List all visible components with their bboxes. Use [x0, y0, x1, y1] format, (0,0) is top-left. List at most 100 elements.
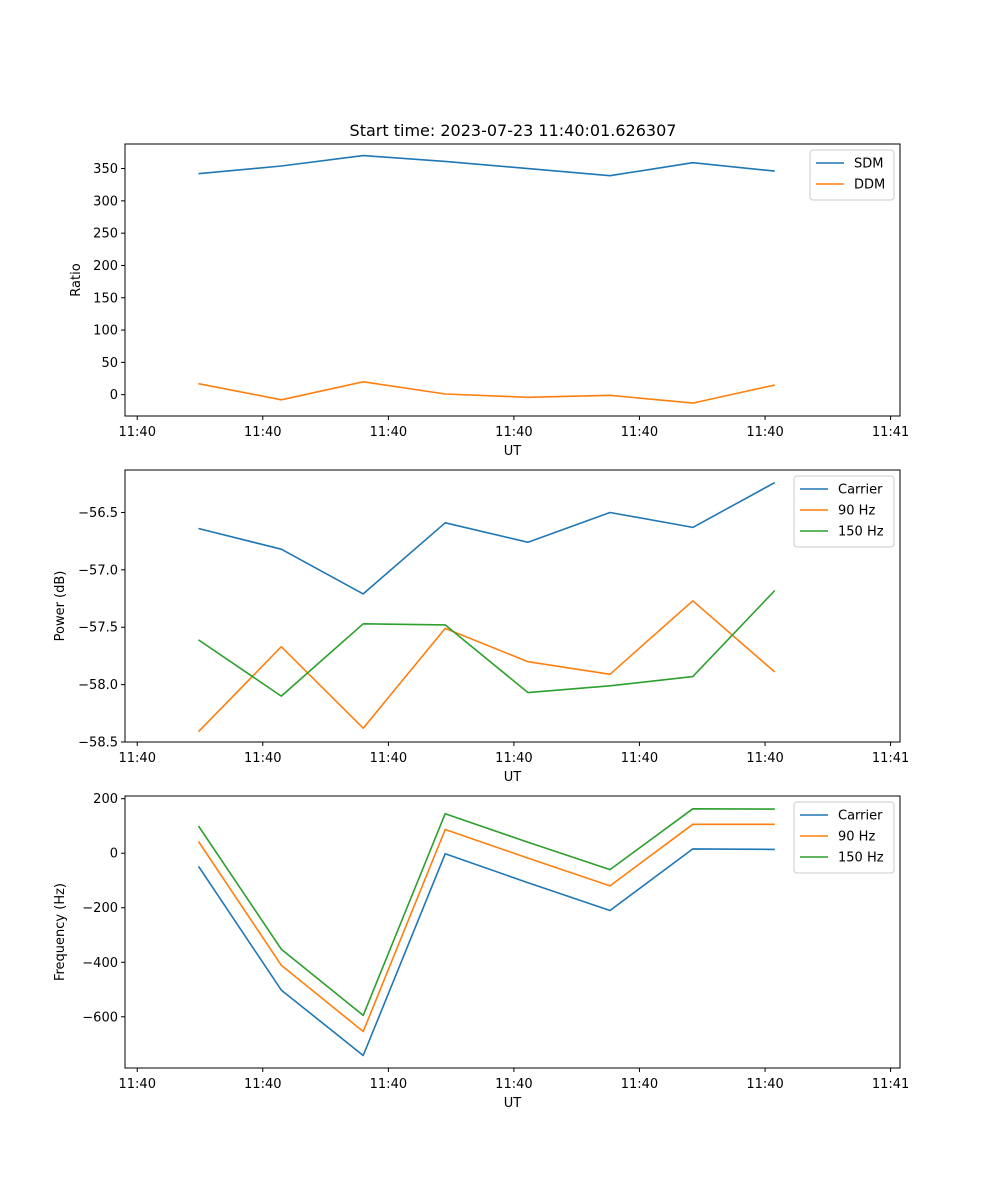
data-point-ddm: [609, 394, 611, 396]
y-tick-label: −600: [82, 1010, 118, 1025]
data-point-150-hz: [692, 808, 694, 810]
data-point-90-hz: [527, 857, 529, 859]
data-point-90-hz: [444, 627, 446, 629]
data-point-90-hz: [609, 673, 611, 675]
data-point-ddm: [197, 383, 199, 385]
y-tick-label: 0: [110, 388, 118, 403]
legend: SDM DDM: [809, 149, 895, 201]
plot-ratio: 11:40 11:40 11:40 11:40 11:40 11:40 11:41 0 50 10…: [69, 143, 909, 459]
series-line-ddm: [198, 380, 775, 404]
data-point-carrier: [692, 526, 694, 528]
legend-label: SDM: [854, 157, 883, 172]
data-point-150-hz: [527, 841, 529, 843]
series-line-sdm: [198, 154, 775, 177]
data-point-carrier: [774, 848, 776, 850]
legend: Carrier 90 Hz 150 Hz: [793, 801, 895, 874]
y-tick-label: −57.0: [78, 563, 118, 578]
x-tick-label: 11:41: [872, 1077, 909, 1092]
data-point-sdm: [444, 160, 446, 162]
x-tick-label: 11:40: [746, 425, 783, 440]
data-point-150-hz: [692, 676, 694, 678]
x-tick-label: 11:40: [495, 425, 532, 440]
y-tick-label: 100: [93, 324, 118, 339]
data-point-90-hz: [609, 885, 611, 887]
data-point-90-hz: [527, 661, 529, 663]
y-axis-label: Ratio: [69, 263, 84, 296]
data-point-sdm: [527, 168, 529, 170]
data-point-carrier: [197, 865, 199, 867]
data-point-carrier: [692, 848, 694, 850]
legend-label: 90 Hz: [838, 830, 875, 845]
data-point-ddm: [774, 384, 776, 386]
data-point-ddm: [692, 402, 694, 404]
series-line-carrier: [197, 848, 775, 1057]
data-point-150-hz: [362, 1014, 364, 1016]
data-point-carrier: [444, 853, 446, 855]
data-point-ddm: [527, 396, 529, 398]
y-tick-label: −58.0: [78, 678, 118, 693]
x-tick-label: 11:40: [621, 425, 658, 440]
data-point-90-hz: [692, 823, 694, 825]
legend-label: Carrier: [838, 809, 883, 824]
x-tick-label: 11:40: [119, 1077, 156, 1092]
x-tick-label: 11:40: [746, 1077, 783, 1092]
data-point-carrier: [362, 1054, 364, 1056]
legend-label: 90 Hz: [838, 504, 875, 519]
x-tick-label: 11:40: [370, 751, 407, 766]
legend-label: Carrier: [838, 483, 883, 498]
plot-power: 11:40 11:40 11:40 11:40 11:40 11:40 11:41 −58.5…: [53, 469, 909, 785]
data-point-90-hz: [280, 646, 282, 648]
data-point-90-hz: [692, 600, 694, 602]
x-axis-label: UT: [504, 444, 522, 459]
data-point-90-hz: [197, 731, 199, 733]
axes-frame: [124, 795, 901, 1069]
data-point-carrier: [527, 882, 529, 884]
data-point-carrier: [527, 541, 529, 543]
y-tick-label: 50: [101, 356, 118, 371]
x-axis-label: UT: [504, 1096, 522, 1111]
x-tick-label: 11:40: [244, 425, 281, 440]
series-line-150-hz: [197, 807, 775, 1017]
series-line-90-hz: [197, 599, 776, 733]
y-tick-label: −56.5: [78, 506, 118, 521]
y-tick-label: −400: [82, 956, 118, 971]
data-point-carrier: [774, 482, 776, 484]
axes-frame: [124, 143, 901, 417]
data-point-150-hz: [362, 623, 364, 625]
data-point-90-hz: [444, 829, 446, 831]
data-point-150-hz: [197, 825, 199, 827]
data-point-sdm: [197, 173, 199, 175]
series-line-carrier: [198, 481, 776, 595]
data-point-150-hz: [444, 624, 446, 626]
data-point-ddm: [444, 393, 446, 395]
legend-box: [793, 801, 895, 874]
x-tick-label: 11:40: [119, 751, 156, 766]
data-point-carrier: [280, 989, 282, 991]
data-point-90-hz: [280, 964, 282, 966]
x-tick-label: 11:41: [872, 425, 909, 440]
data-point-150-hz: [609, 685, 611, 687]
y-tick-label: 150: [93, 291, 118, 306]
y-tick-label: −57.5: [78, 621, 118, 636]
y-axis-label: Frequency (Hz): [53, 883, 68, 981]
x-tick-label: 11:40: [244, 1077, 281, 1092]
data-point-150-hz: [774, 590, 776, 592]
legend-label: DDM: [854, 178, 885, 193]
x-tick-label: 11:40: [370, 425, 407, 440]
data-point-150-hz: [280, 948, 282, 950]
data-point-carrier: [197, 528, 199, 530]
series-line-150-hz: [198, 589, 776, 697]
x-tick-label: 11:40: [621, 1077, 658, 1092]
data-point-sdm: [280, 165, 282, 167]
data-point-150-hz: [609, 869, 611, 871]
x-tick-label: 11:40: [621, 751, 658, 766]
data-point-sdm: [774, 170, 776, 172]
x-tick-label: 11:40: [495, 1077, 532, 1092]
data-point-carrier: [280, 548, 282, 550]
data-point-carrier: [609, 511, 611, 513]
data-point-150-hz: [197, 639, 199, 641]
y-tick-label: 0: [110, 847, 118, 862]
data-point-carrier: [609, 909, 611, 911]
legend-label: 150 Hz: [838, 525, 884, 540]
data-point-90-hz: [197, 841, 199, 843]
